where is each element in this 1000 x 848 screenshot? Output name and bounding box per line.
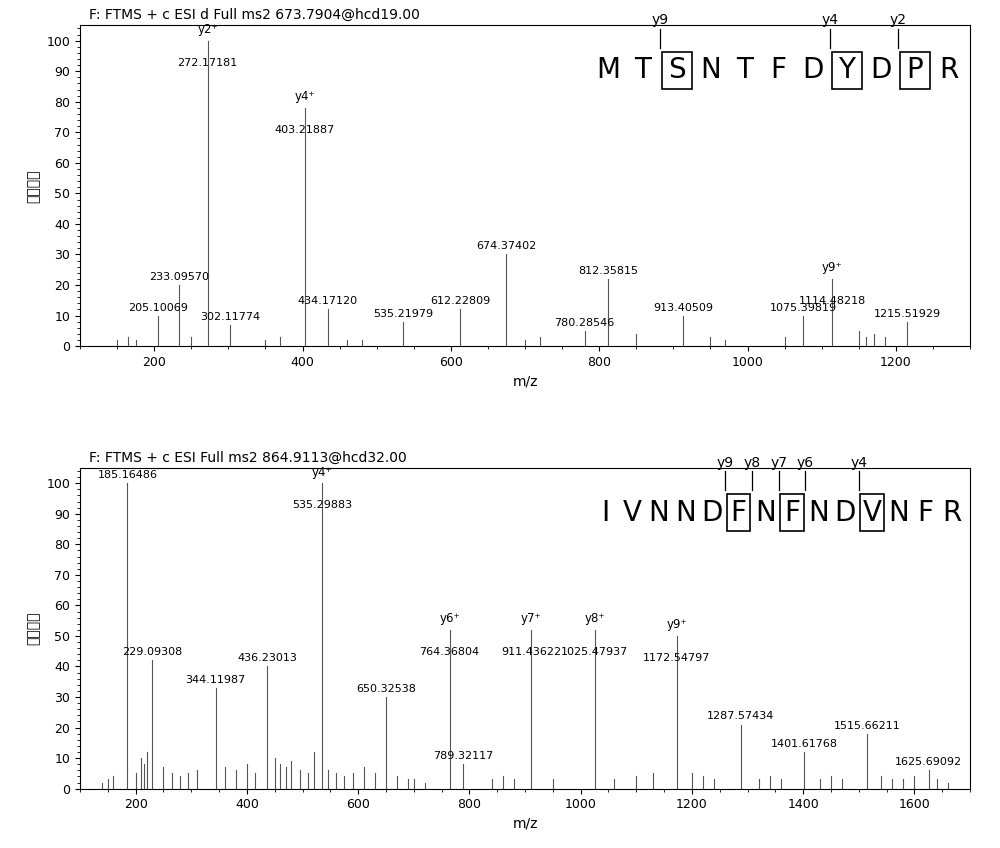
Text: F: F <box>731 499 747 527</box>
Text: 780.28546: 780.28546 <box>554 318 615 328</box>
Text: F: FTMS + c ESI Full ms2 864.9113@hcd32.00: F: FTMS + c ESI Full ms2 864.9113@hcd32.… <box>89 451 407 465</box>
Text: 535.21979: 535.21979 <box>373 309 433 319</box>
Text: 911.43622: 911.43622 <box>501 647 561 656</box>
Text: 233.09570: 233.09570 <box>149 272 209 282</box>
Text: T: T <box>736 56 753 84</box>
Text: V: V <box>622 499 641 527</box>
Text: D: D <box>802 56 823 84</box>
Text: V: V <box>863 499 882 527</box>
Text: N: N <box>675 499 696 527</box>
Text: 344.11987: 344.11987 <box>186 675 246 685</box>
Text: y6: y6 <box>797 455 814 470</box>
Text: D: D <box>835 499 856 527</box>
Text: T: T <box>634 56 651 84</box>
Text: y9: y9 <box>651 13 668 27</box>
Text: y9⁺: y9⁺ <box>666 618 687 632</box>
Text: 812.35815: 812.35815 <box>578 266 638 276</box>
Text: R: R <box>943 499 962 527</box>
Text: F: F <box>918 499 934 527</box>
Text: 650.32538: 650.32538 <box>356 684 416 694</box>
Text: 1114.48218: 1114.48218 <box>799 296 866 306</box>
Text: y4⁺: y4⁺ <box>295 91 315 103</box>
Text: D: D <box>870 56 891 84</box>
Text: S: S <box>668 56 686 84</box>
Text: 764.36804: 764.36804 <box>419 647 480 656</box>
Text: N: N <box>700 56 721 84</box>
Text: 913.40509: 913.40509 <box>653 303 713 313</box>
Text: 185.16486: 185.16486 <box>97 470 157 480</box>
Text: y9: y9 <box>717 455 734 470</box>
Text: N: N <box>808 499 829 527</box>
Text: 434.17120: 434.17120 <box>298 297 358 306</box>
Text: y8⁺: y8⁺ <box>585 612 605 625</box>
Text: 436.23013: 436.23013 <box>237 654 297 663</box>
Text: 1401.61768: 1401.61768 <box>771 739 838 749</box>
X-axis label: m/z: m/z <box>512 374 538 388</box>
Bar <box>727 494 750 532</box>
Text: P: P <box>906 56 923 84</box>
Text: 1287.57434: 1287.57434 <box>707 711 774 722</box>
Text: y2⁺: y2⁺ <box>197 23 218 36</box>
Text: 535.29883: 535.29883 <box>292 500 352 510</box>
Text: 1075.39819: 1075.39819 <box>770 303 837 313</box>
Text: y8: y8 <box>743 455 761 470</box>
Y-axis label: 相对丰度: 相对丰度 <box>27 169 41 203</box>
Text: 789.32117: 789.32117 <box>433 751 494 762</box>
Text: 1172.54797: 1172.54797 <box>643 653 710 663</box>
Text: y4: y4 <box>821 13 838 27</box>
Text: F: F <box>784 499 800 527</box>
Text: N: N <box>888 499 909 527</box>
Text: y2: y2 <box>889 13 906 27</box>
Text: 1625.69092: 1625.69092 <box>895 757 962 767</box>
Text: Y: Y <box>838 56 855 84</box>
Text: M: M <box>597 56 621 84</box>
Bar <box>860 494 884 532</box>
Text: 302.11774: 302.11774 <box>200 312 260 321</box>
Text: 674.37402: 674.37402 <box>476 242 536 252</box>
Text: 1515.66211: 1515.66211 <box>834 721 901 731</box>
Text: I: I <box>601 499 609 527</box>
Text: 205.10069: 205.10069 <box>128 303 188 313</box>
Text: D: D <box>701 499 723 527</box>
Text: y9⁺: y9⁺ <box>822 261 843 275</box>
Text: 1025.47937: 1025.47937 <box>561 647 628 656</box>
Text: R: R <box>939 56 958 84</box>
Bar <box>780 494 804 532</box>
Text: y7⁺: y7⁺ <box>521 612 542 625</box>
Text: 272.17181: 272.17181 <box>178 58 238 68</box>
Text: y4: y4 <box>850 455 867 470</box>
Text: N: N <box>648 499 669 527</box>
Text: y4⁺: y4⁺ <box>312 466 332 478</box>
Text: y7: y7 <box>770 455 787 470</box>
Bar <box>900 52 930 89</box>
Text: F: FTMS + c ESI d Full ms2 673.7904@hcd19.00: F: FTMS + c ESI d Full ms2 673.7904@hcd1… <box>89 8 420 22</box>
Text: 403.21887: 403.21887 <box>275 125 335 135</box>
Text: F: F <box>771 56 787 84</box>
Text: 1215.51929: 1215.51929 <box>874 309 941 319</box>
Bar <box>662 52 692 89</box>
X-axis label: m/z: m/z <box>512 817 538 831</box>
Text: 612.22809: 612.22809 <box>430 297 490 306</box>
Y-axis label: 相对丰度: 相对丰度 <box>27 611 41 645</box>
Text: N: N <box>755 499 776 527</box>
Bar <box>832 52 862 89</box>
Text: y6⁺: y6⁺ <box>439 612 460 625</box>
Text: 229.09308: 229.09308 <box>122 647 182 657</box>
